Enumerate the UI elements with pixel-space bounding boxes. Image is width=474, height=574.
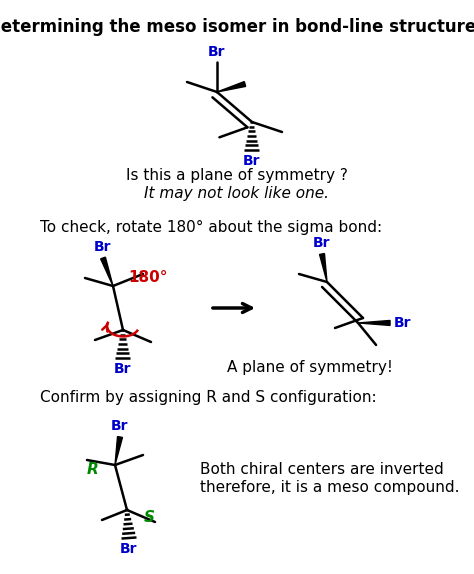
Text: It may not look like one.: It may not look like one. [145,186,329,201]
Text: A plane of symmetry!: A plane of symmetry! [227,360,393,375]
Polygon shape [100,257,113,286]
Text: R: R [87,463,99,478]
Text: S: S [144,510,155,526]
Text: Br: Br [208,45,226,59]
Text: Determining the meso isomer in bond-line structures: Determining the meso isomer in bond-line… [0,18,474,36]
Polygon shape [115,437,122,465]
Polygon shape [217,82,246,92]
Text: 180°: 180° [128,270,167,285]
Text: Br: Br [313,236,331,250]
Text: Br: Br [243,154,261,168]
Text: Br: Br [394,316,411,330]
Text: Br: Br [114,362,132,376]
Text: To check, rotate 180° about the sigma bond:: To check, rotate 180° about the sigma bo… [40,220,382,235]
Text: Is this a plane of symmetry ?: Is this a plane of symmetry ? [126,168,348,183]
Polygon shape [358,320,390,325]
Text: Confirm by assigning R and S configuration:: Confirm by assigning R and S configurati… [40,390,377,405]
Text: therefore, it is a meso compound.: therefore, it is a meso compound. [200,480,459,495]
Polygon shape [319,254,327,282]
Text: Both chiral centers are inverted: Both chiral centers are inverted [200,462,444,477]
Text: Br: Br [94,240,112,254]
Text: Br: Br [111,419,129,433]
Text: Br: Br [120,542,138,556]
